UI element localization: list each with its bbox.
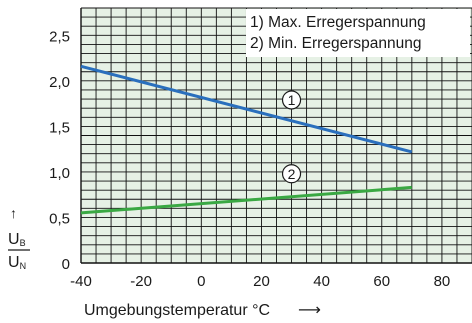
legend-box bbox=[246, 9, 470, 57]
series-line-2 bbox=[80, 185, 412, 215]
x-tick-label: 60 bbox=[373, 273, 390, 290]
x-tick-label: 40 bbox=[313, 273, 330, 290]
y-axis-label-numerator: UB bbox=[8, 231, 26, 248]
series-marker-label-1: 1 bbox=[288, 92, 296, 108]
x-tick-label: -20 bbox=[130, 273, 152, 290]
y-tick-label: 0 bbox=[62, 256, 70, 273]
series-marker-label-2: 2 bbox=[288, 166, 296, 182]
y-tick-label: 0,5 bbox=[49, 210, 70, 227]
y-tick-label: 2,5 bbox=[49, 28, 70, 45]
series-line-1 bbox=[80, 64, 413, 154]
legend-entry: 2) Min. Erregerspannung bbox=[250, 35, 421, 52]
y-tick-label: 1,5 bbox=[49, 119, 70, 136]
x-tick-label: -40 bbox=[70, 273, 92, 290]
y-axis-arrow: ↑ bbox=[10, 205, 17, 221]
x-axis-arrow: ⟶ bbox=[298, 302, 321, 319]
axis-labels: Umgebungstemperatur °C ⟶ ↑ UB UN bbox=[8, 205, 321, 319]
x-tick-label: 0 bbox=[197, 273, 205, 290]
grid bbox=[80, 7, 472, 264]
y-axis-label-denominator: UN bbox=[8, 254, 26, 271]
series-marker-circle-1 bbox=[281, 90, 302, 110]
x-axis-label: Umgebungstemperatur °C bbox=[84, 302, 270, 319]
x-tick-label: 20 bbox=[253, 273, 270, 290]
legend-entry: 1) Max. Erregerspannung bbox=[250, 14, 426, 31]
series-layer: 12 bbox=[80, 64, 413, 215]
y-tick-label: 1,0 bbox=[49, 165, 70, 182]
y-tick-label: 2,0 bbox=[49, 74, 70, 91]
x-tick-label: 80 bbox=[434, 273, 451, 290]
series-marker-circle-2 bbox=[281, 164, 302, 184]
legend: 1) Max. Erregerspannung 2) Min. Erregersp… bbox=[246, 9, 470, 57]
ticks: -40 -20 0 20 40 60 80 0 0,5 1,0 1,5 2,0 2,5 bbox=[49, 28, 450, 290]
